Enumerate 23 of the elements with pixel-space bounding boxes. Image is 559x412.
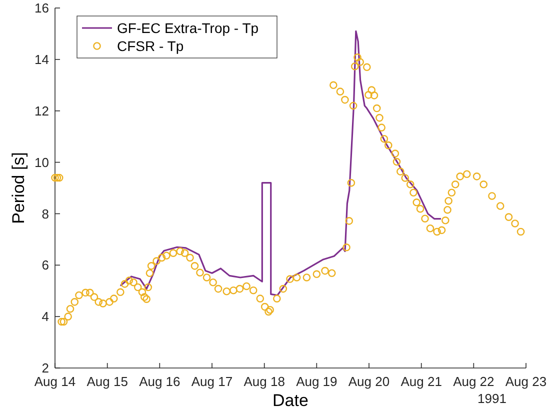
y-tick-label: 12 — [34, 103, 49, 118]
y-tick-label: 2 — [42, 360, 49, 376]
x-tick-label: Aug 23 — [505, 374, 547, 389]
x-tick-label: Aug 19 — [296, 374, 338, 389]
x-tick-label: Aug 20 — [348, 374, 390, 389]
text: 1991 — [478, 391, 506, 406]
y-tick-label: 6 — [42, 258, 49, 273]
y-tick-label: 14 — [34, 52, 49, 67]
y-tick-label: 4 — [42, 309, 49, 324]
x-axis-title: Date — [272, 391, 308, 410]
x-tick-label: Aug 17 — [191, 374, 233, 389]
x-tick-label: Aug 15 — [86, 374, 128, 389]
y-tick-label: 16 — [34, 0, 49, 16]
y-axis-title: Period [s] — [9, 152, 28, 224]
x-tick-label: Aug 22 — [453, 374, 494, 389]
y-tick-label: 10 — [34, 154, 49, 170]
x-tick-label: Aug 16 — [139, 374, 180, 389]
y-tick-label: 8 — [42, 206, 49, 222]
legend-label: CFSR - Tp — [117, 38, 184, 54]
x-tick-label: Aug 14 — [34, 374, 76, 389]
legend-label: GF-EC Extra-Trop - Tp — [117, 20, 259, 36]
x-tick-label: Aug 21 — [400, 374, 442, 389]
x-tick-label: Aug 18 — [244, 374, 285, 389]
